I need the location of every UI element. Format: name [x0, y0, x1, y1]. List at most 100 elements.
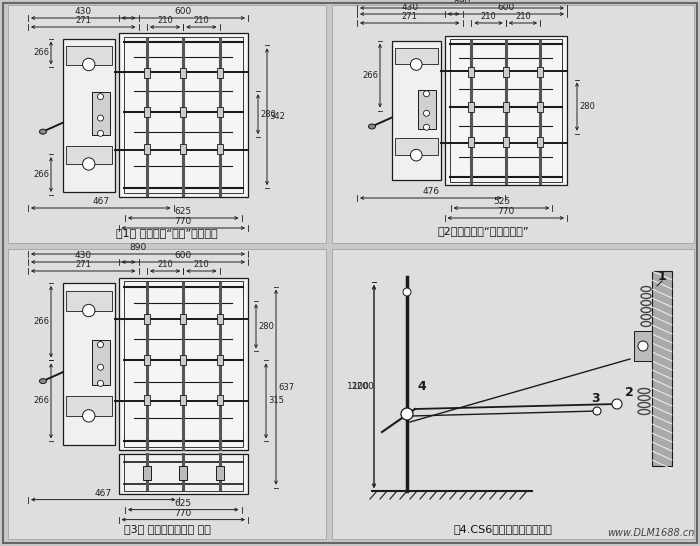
Circle shape	[97, 94, 104, 99]
Circle shape	[83, 158, 95, 170]
Text: 266: 266	[33, 49, 49, 57]
Bar	[449, 39, 562, 182]
Text: 280: 280	[579, 102, 595, 111]
Bar	[216, 68, 223, 78]
Text: 770: 770	[497, 207, 514, 216]
Bar	[468, 136, 475, 146]
Circle shape	[401, 408, 413, 420]
Bar	[181, 355, 186, 365]
Bar	[216, 144, 223, 154]
Circle shape	[424, 91, 430, 97]
Bar	[144, 68, 150, 78]
Ellipse shape	[39, 129, 46, 134]
Bar	[118, 454, 248, 494]
Bar	[66, 46, 111, 64]
Text: 3: 3	[591, 393, 599, 406]
Circle shape	[97, 364, 104, 370]
Text: 266: 266	[362, 71, 378, 80]
Circle shape	[593, 407, 601, 415]
Text: 637: 637	[278, 383, 294, 391]
Text: 890: 890	[454, 0, 470, 6]
Bar	[66, 146, 111, 164]
Bar	[503, 136, 509, 146]
Text: 266: 266	[33, 317, 49, 326]
Bar	[503, 103, 509, 112]
Text: 430: 430	[75, 251, 92, 260]
Text: 1200: 1200	[347, 382, 370, 391]
Circle shape	[83, 410, 95, 422]
Text: 271: 271	[402, 12, 418, 21]
Bar	[634, 331, 652, 361]
Text: 600: 600	[174, 7, 192, 16]
Bar	[332, 249, 694, 539]
Text: 图4.CS6操作机构安装示意图: 图4.CS6操作机构安装示意图	[454, 524, 552, 534]
Bar	[8, 5, 326, 243]
Circle shape	[424, 124, 430, 130]
Bar	[63, 283, 115, 445]
Text: 2: 2	[625, 385, 634, 399]
Text: 770: 770	[174, 217, 192, 226]
Text: 430: 430	[75, 7, 92, 16]
Bar	[216, 314, 223, 324]
Text: 210: 210	[158, 260, 173, 269]
Text: 210: 210	[515, 12, 531, 21]
Bar	[216, 395, 223, 405]
Circle shape	[83, 58, 95, 70]
Circle shape	[97, 115, 104, 121]
Text: 1200: 1200	[352, 382, 375, 391]
Circle shape	[97, 381, 104, 387]
Bar	[144, 144, 150, 154]
Text: 4: 4	[418, 381, 426, 394]
Text: 210: 210	[193, 16, 209, 25]
Text: 210: 210	[158, 16, 173, 25]
Text: 315: 315	[268, 396, 284, 405]
Ellipse shape	[368, 124, 375, 129]
Bar	[216, 106, 223, 117]
Bar	[63, 39, 115, 192]
Bar	[8, 249, 326, 539]
Circle shape	[424, 110, 430, 116]
Text: 210: 210	[193, 260, 209, 269]
Text: 525: 525	[493, 197, 510, 206]
Text: 210: 210	[481, 12, 496, 21]
Bar	[216, 355, 223, 365]
Text: 467: 467	[94, 489, 112, 497]
Circle shape	[410, 58, 422, 70]
Text: www.DLM1688.cn: www.DLM1688.cn	[608, 528, 695, 538]
Bar	[118, 33, 248, 197]
Circle shape	[612, 399, 622, 409]
Text: 600: 600	[497, 3, 514, 12]
Text: 图1． 无脱扣器“线路”负荷开关: 图1． 无脱扣器“线路”负荷开关	[116, 228, 218, 238]
Bar	[144, 395, 150, 405]
Bar	[216, 466, 223, 480]
Bar	[503, 67, 509, 77]
Bar	[123, 37, 243, 193]
Text: 271: 271	[76, 16, 91, 25]
Bar	[652, 271, 672, 466]
Bar	[395, 138, 438, 155]
Bar	[444, 36, 567, 185]
Bar	[537, 136, 543, 146]
Bar	[143, 466, 151, 480]
Circle shape	[638, 341, 648, 351]
Circle shape	[410, 149, 422, 161]
Bar	[392, 41, 440, 180]
Text: 890: 890	[130, 243, 146, 252]
Bar	[179, 466, 188, 480]
Bar	[537, 67, 543, 77]
Bar	[417, 90, 435, 129]
Bar	[118, 277, 248, 450]
Text: 625: 625	[175, 207, 192, 216]
Bar	[144, 314, 150, 324]
Bar	[66, 396, 111, 416]
Bar	[181, 68, 186, 78]
Bar	[395, 48, 438, 64]
Circle shape	[83, 304, 95, 317]
Text: 1: 1	[657, 270, 666, 283]
Circle shape	[97, 130, 104, 136]
Text: 280: 280	[258, 322, 274, 331]
Bar	[144, 355, 150, 365]
Text: 600: 600	[174, 251, 192, 260]
Text: 342: 342	[269, 112, 285, 121]
Bar	[92, 92, 109, 135]
